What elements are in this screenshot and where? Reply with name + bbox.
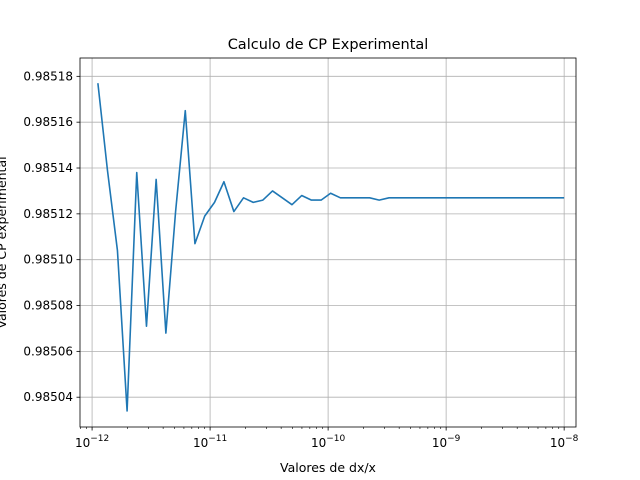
- x-tick-label: 10−10: [311, 434, 346, 450]
- y-tick-label: 0.98510: [23, 253, 73, 267]
- y-axis: 0.98504 0.98506 0.98508 0.98510 0.98512 0.985…: [23, 69, 80, 404]
- y-tick-label: 0.98506: [23, 344, 73, 358]
- x-axis: 10−12 10−11 10−10 10−9 10−8: [75, 427, 579, 450]
- x-tick-label: 10−11: [193, 434, 227, 450]
- x-tick-label: 10−9: [432, 434, 461, 450]
- x-axis-label: Valores de dx/x: [280, 460, 376, 475]
- chart-title: Calculo de CP Experimental: [228, 37, 429, 53]
- x-tick-label: 10−12: [75, 434, 109, 450]
- y-tick-label: 0.98508: [23, 299, 73, 313]
- y-tick-label: 0.98518: [23, 69, 73, 83]
- x-tick-label: 10−8: [550, 434, 579, 450]
- y-tick-label: 0.98504: [23, 390, 73, 404]
- grid: [80, 58, 576, 427]
- y-tick-label: 0.98512: [23, 207, 73, 221]
- line-layer: [97, 83, 565, 412]
- y-tick-label: 0.98516: [23, 115, 73, 129]
- y-axis-label: Valores de CP experimental: [0, 156, 9, 328]
- y-tick-label: 0.98514: [23, 161, 73, 175]
- series-line: [97, 83, 565, 412]
